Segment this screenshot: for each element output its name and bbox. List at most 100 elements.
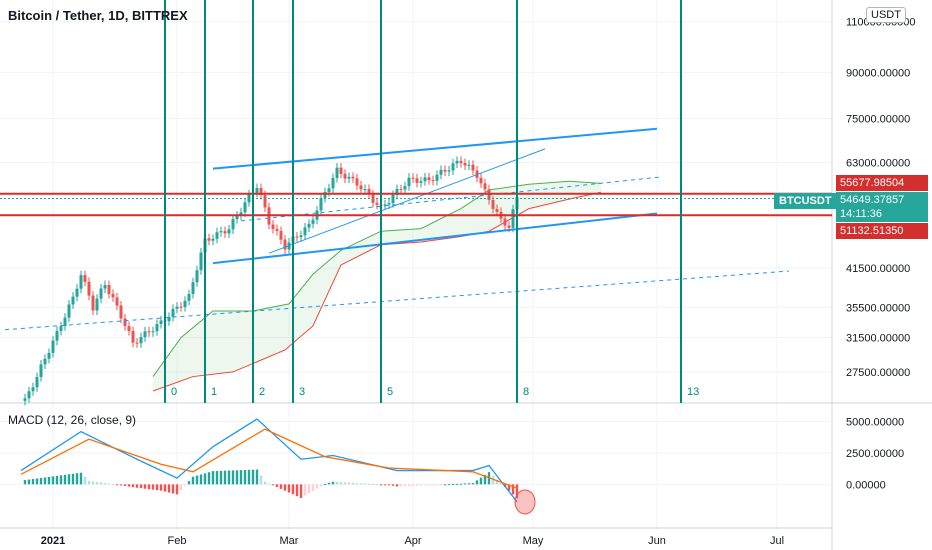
fib-time-zone-label: 3 <box>299 386 305 398</box>
macd-histogram-bar <box>331 481 335 485</box>
candle-body <box>283 239 287 250</box>
macd-histogram-bar <box>79 472 83 485</box>
macd-histogram-bar <box>363 483 367 485</box>
candle-body <box>507 225 511 228</box>
macd-histogram-bar <box>327 482 331 485</box>
y-tick-label: 35500.00000 <box>846 302 910 314</box>
macd-histogram-bar <box>255 469 259 485</box>
x-tick-label: May <box>523 535 544 547</box>
candle-body <box>207 238 211 241</box>
candle-body <box>67 304 71 318</box>
ichimoku-span-a <box>152 180 602 377</box>
x-tick-label: Jul <box>770 535 784 547</box>
candle-body <box>243 202 247 213</box>
macd-histogram-bar <box>147 484 151 490</box>
macd-histogram-bar <box>387 484 391 486</box>
candle-body <box>43 358 47 365</box>
macd-histogram-bar <box>159 484 163 491</box>
candle-body <box>131 331 135 343</box>
candle-body <box>375 202 379 205</box>
macd-histogram-bar <box>391 484 395 486</box>
candle-body <box>383 204 387 206</box>
macd-histogram-bar <box>139 484 143 489</box>
macd-histogram-bar <box>355 483 359 485</box>
candle-body <box>323 192 327 199</box>
candle-body <box>415 178 419 183</box>
candle-body <box>431 180 435 182</box>
x-tick-label: Mar <box>280 535 299 547</box>
candle-body <box>503 218 507 226</box>
macd-histogram-bar <box>75 473 79 485</box>
macd-histogram-bar <box>179 484 183 490</box>
candle-body <box>327 188 331 193</box>
candle-body <box>367 188 371 195</box>
macd-histogram-bar <box>411 484 415 486</box>
macd-histogram-bar <box>211 471 215 485</box>
candle-body <box>187 293 191 301</box>
candle-body <box>279 230 283 240</box>
macd-histogram-bar <box>335 481 339 485</box>
macd-histogram-bar <box>423 484 427 486</box>
candle-body <box>111 293 115 298</box>
macd-histogram-bar <box>95 481 99 485</box>
candle-body <box>391 194 395 204</box>
unit-badge[interactable]: USDT <box>866 7 906 23</box>
candle-body <box>87 281 91 296</box>
macd-histogram-bar <box>427 484 431 486</box>
macd-histogram-bar <box>291 484 295 495</box>
candle-body <box>495 208 499 212</box>
candle-body <box>79 275 83 289</box>
candle-body <box>303 227 307 236</box>
candle-body <box>403 186 407 190</box>
macd-y-tick-label: 0.00000 <box>846 479 886 491</box>
macd-histogram-bar <box>247 469 251 485</box>
y-tick-label: 31500.00000 <box>846 333 910 345</box>
y-tick-label: 90000.00000 <box>846 67 910 79</box>
candle-body <box>335 167 339 178</box>
candle-body <box>31 387 35 392</box>
candle-body <box>199 252 203 271</box>
candle-body <box>91 295 95 311</box>
candle-body <box>395 189 399 195</box>
macd-histogram-bar <box>215 470 219 485</box>
macd-histogram-bar <box>163 484 167 492</box>
macd-line <box>20 418 518 503</box>
fib-time-zone-label: 1 <box>211 386 217 398</box>
candle-body <box>423 177 427 182</box>
candle-body <box>355 178 359 186</box>
candle-body <box>511 209 515 228</box>
macd-histogram-bar <box>491 475 495 485</box>
candle-body <box>107 285 111 294</box>
macd-histogram-bar <box>447 484 451 486</box>
candle-body <box>159 320 163 325</box>
candle-body <box>151 331 155 333</box>
macd-histogram-bar <box>455 483 459 485</box>
macd-histogram-bar <box>399 484 403 487</box>
fib-time-zone-label: 5 <box>387 386 393 398</box>
candle-body <box>215 232 219 239</box>
candle-body <box>23 398 27 401</box>
candle-body <box>263 195 267 208</box>
candle-body <box>123 318 127 327</box>
candle-body <box>399 189 403 191</box>
macd-histogram-bar <box>443 484 447 486</box>
macd-histogram-bar <box>143 484 147 489</box>
macd-histogram-bar <box>271 484 275 486</box>
candle-body <box>195 270 199 283</box>
current-price-tag: 54649.37857 <box>836 192 928 208</box>
macd-histogram-bar <box>235 470 239 485</box>
candle-body <box>127 326 131 332</box>
candle-body <box>171 308 175 317</box>
candle-body <box>39 364 43 378</box>
macd-histogram-bar <box>267 483 271 485</box>
y-tick-label: 63000.00000 <box>846 158 910 170</box>
candle-body <box>363 188 367 190</box>
candle-body <box>295 236 299 238</box>
fib-time-zone-label: 0 <box>171 386 177 398</box>
macd-histogram-bar <box>499 483 503 485</box>
y-tick-label: 27500.00000 <box>846 367 910 379</box>
candle-body <box>27 391 31 399</box>
macd-histogram-bar <box>371 484 375 486</box>
candle-body <box>183 300 187 308</box>
